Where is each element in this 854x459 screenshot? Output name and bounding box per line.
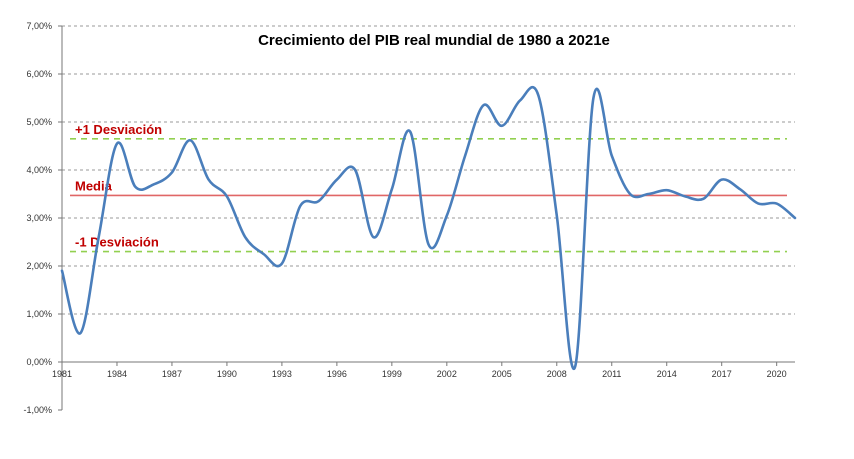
- x-tick-labels: 1981 1984 1987 1990 1993 1996 1999 2002 2005 2008…: [52, 362, 787, 379]
- x-tick-label: 2020: [767, 369, 787, 379]
- y-tick-label: 1,00%: [26, 309, 52, 319]
- y-tick-label: 2,00%: [26, 261, 52, 271]
- series-layer: [62, 87, 795, 369]
- x-tick-label: 2017: [712, 369, 732, 379]
- x-tick-label: 1987: [162, 369, 182, 379]
- y-tick-label: -1,00%: [23, 405, 52, 415]
- x-tick-label: 1984: [107, 369, 127, 379]
- x-tick-label: 1981: [52, 369, 72, 379]
- y-tick-label: 7,00%: [26, 21, 52, 31]
- y-tick-label: 4,00%: [26, 165, 52, 175]
- x-tick-label: 2014: [657, 369, 677, 379]
- reference-line-label: +1 Desviación: [75, 122, 162, 137]
- x-tick-label: 1999: [382, 369, 402, 379]
- series-line: [62, 87, 795, 369]
- chart-title: Crecimiento del PIB real mundial de 1980…: [258, 32, 610, 49]
- x-tick-label: 1996: [327, 369, 347, 379]
- y-tick-labels: -1,00% 0,00% 1,00% 2,00% 3,00% 4,00% 5,00% 6,00…: [23, 21, 52, 415]
- x-tick-label: 2002: [437, 369, 457, 379]
- x-tick-label: 1990: [217, 369, 237, 379]
- x-tick-label: 2011: [602, 369, 621, 379]
- y-tick-label: 6,00%: [26, 69, 52, 79]
- x-tick-label: 2005: [492, 369, 512, 379]
- x-tick-label: 2008: [547, 369, 567, 379]
- y-tick-label: 3,00%: [26, 213, 52, 223]
- y-tick-label: 5,00%: [26, 117, 52, 127]
- reference-line-label: -1 Desviación: [75, 235, 159, 250]
- x-tick-label: 1993: [272, 369, 292, 379]
- gridlines: [58, 26, 795, 410]
- y-tick-label: 0,00%: [26, 357, 52, 367]
